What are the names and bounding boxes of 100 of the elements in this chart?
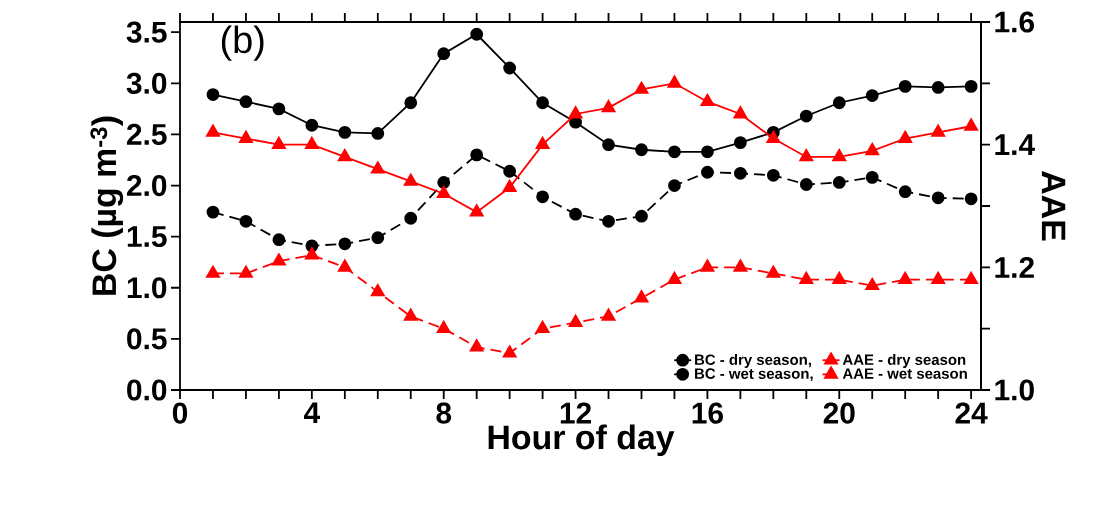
y2-axis-title: AAE (1041, 171, 1066, 241)
point (206, 265, 220, 278)
point (437, 47, 451, 61)
point (635, 209, 648, 223)
legend-label: AAE - dry season (842, 354, 966, 368)
point (436, 185, 451, 199)
point (865, 89, 879, 102)
point (239, 95, 253, 109)
legend-label: AAE - wet season (842, 368, 967, 379)
y2-tick-label: 1.6 (995, 11, 1035, 33)
point (272, 102, 286, 116)
y-tick-label: 3.0 (126, 72, 167, 94)
point (535, 136, 550, 150)
x-tick-label: 24 (955, 402, 988, 424)
point (238, 130, 253, 143)
point (799, 109, 813, 123)
y-tick-label: 1.0 (127, 277, 167, 299)
point (832, 149, 847, 162)
point (535, 320, 550, 334)
legend-label: BC - wet season, (695, 368, 813, 382)
point (964, 192, 978, 206)
point (898, 130, 913, 143)
x-tick-label: 16 (692, 402, 723, 424)
y-tick-label: 0.5 (127, 328, 167, 350)
point (206, 124, 220, 137)
y2-tick-label: 1.2 (995, 256, 1034, 278)
point (601, 308, 616, 321)
point (371, 127, 385, 140)
point (206, 205, 220, 219)
point (799, 271, 814, 284)
point (634, 81, 649, 94)
point (271, 136, 286, 150)
point (239, 214, 253, 228)
point (304, 247, 319, 260)
y2-tick-label: 1.4 (995, 134, 1035, 155)
point (733, 106, 748, 119)
x-tick-label: 4 (304, 402, 321, 424)
point (766, 130, 781, 143)
point (667, 75, 682, 88)
point (503, 61, 517, 75)
y-tick-label: 1.5 (127, 226, 167, 248)
point (898, 185, 912, 199)
point (469, 339, 484, 352)
point (469, 204, 484, 217)
point (668, 145, 681, 159)
x-tick-label: 12 (560, 402, 591, 424)
point (371, 231, 385, 245)
point (305, 118, 319, 132)
point (701, 165, 714, 179)
y-tick-label: 2.0 (126, 174, 167, 197)
point (668, 179, 681, 192)
point (898, 79, 912, 93)
point (898, 271, 913, 284)
point (436, 320, 451, 334)
point (602, 214, 615, 228)
point (832, 271, 847, 284)
point (403, 308, 418, 321)
point (700, 259, 715, 272)
point (733, 136, 747, 150)
x-tick-label: 20 (823, 402, 855, 424)
point (470, 27, 484, 41)
point (337, 259, 352, 272)
point (964, 118, 979, 131)
point (470, 148, 484, 162)
y-tick-label: 2.5 (126, 123, 167, 146)
point (304, 136, 319, 150)
y-tick-label: 3.5 (126, 21, 167, 43)
point (865, 142, 880, 156)
point (733, 259, 748, 272)
legend-label: BC - dry season, (695, 354, 811, 368)
point (799, 149, 814, 162)
y2-tick-label: 1.0 (995, 379, 1034, 401)
point (568, 314, 583, 327)
point (370, 283, 385, 297)
point (238, 265, 253, 278)
point (634, 290, 649, 303)
point (338, 125, 352, 139)
point (865, 170, 879, 184)
point (536, 96, 549, 110)
x-tick-label: 0 (172, 402, 188, 424)
point (536, 190, 549, 204)
point (931, 271, 946, 284)
point (832, 176, 846, 189)
point (338, 237, 352, 251)
point (667, 271, 682, 284)
point (635, 143, 648, 157)
point (206, 88, 220, 101)
point (370, 161, 385, 174)
y-tick-label: 0.0 (127, 379, 167, 401)
y-axis-title: BC (µg m$^{-3}$) (90, 116, 124, 295)
point (964, 79, 978, 93)
point (733, 166, 747, 180)
point (404, 96, 418, 110)
point (272, 233, 286, 247)
point (569, 207, 582, 221)
point (568, 106, 583, 119)
point (766, 168, 780, 182)
point (766, 265, 781, 278)
point (502, 179, 517, 192)
point (931, 191, 945, 205)
